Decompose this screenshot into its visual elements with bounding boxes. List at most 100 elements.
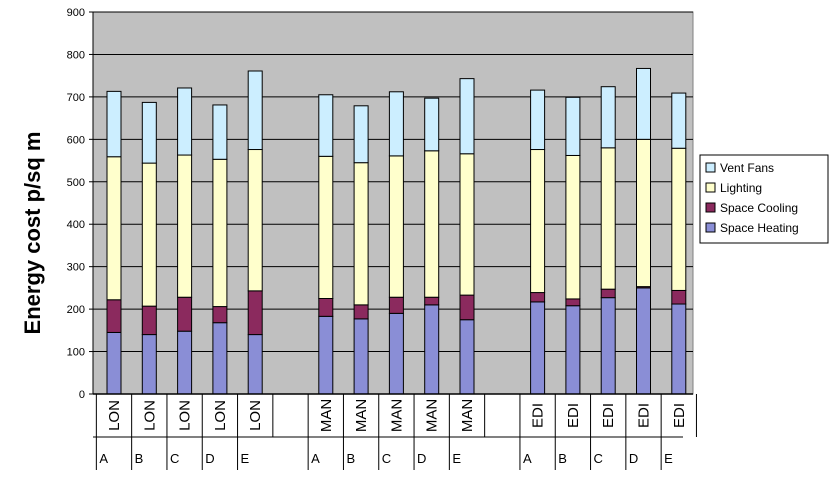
y-tick-label: 600 [67,134,85,146]
category-city-label: LON [106,400,123,431]
bar-segment [177,154,193,298]
bar-segment [565,305,581,395]
y-axis-label: Energy cost p/sq m [20,132,45,335]
category-letter-label: D [629,451,638,466]
bar-segment [565,298,581,307]
category-city-label: EDI [600,403,617,428]
category-letter-label: B [558,451,567,466]
bar-segment [177,330,193,395]
bar-segment [530,292,546,303]
y-tick-label: 700 [67,92,85,104]
category-letter-label: B [346,451,355,466]
bar-segment [247,334,263,395]
bar-segment [388,296,404,314]
legend-box [699,154,829,244]
bar-stack [565,96,581,395]
category-city-label: MAN [353,399,370,432]
legend-swatch [705,182,716,193]
bar-stack [636,67,651,395]
bar-segment [636,287,651,395]
bar-segment [318,94,334,157]
bar-stack [106,90,122,395]
category-city-label: EDI [530,403,547,428]
category-city-label: EDI [565,403,582,428]
category-city-label: MAN [424,399,441,432]
category-letter-label: A [311,451,320,466]
category-city-label: LON [141,400,158,431]
bar-segment [247,70,263,151]
legend-swatch [705,162,716,173]
x-axis-table: LON A LON B LON C LON D LON E MAN A MAN B MAN C MAN D MAN E… [93,393,697,470]
bar-stack [388,91,404,395]
y-tick-label: 900 [67,7,85,19]
bar-segment [530,301,546,395]
y-tick-label: 100 [67,347,85,359]
bar-stack [212,104,228,395]
bar-stack [530,89,546,395]
category-letter-label: C [170,451,179,466]
bar-segment [318,155,334,299]
bar-segment [247,290,263,336]
legend-label: Space Cooling [720,201,798,215]
bar-stack [141,101,157,395]
bar-segment [106,331,122,395]
bar-segment [388,155,404,298]
category-city-label: LON [212,400,229,431]
bar-segment [318,298,334,317]
legend-label: Space Heating [720,221,799,235]
y-axis: 0 100 200 300 400 500 600 700 800 900 [67,7,94,401]
bar-stack [671,92,687,395]
y-tick-label: 0 [79,389,85,401]
bar-segment [530,89,546,151]
bar-segment [424,296,440,306]
bar-segment [212,104,228,160]
bar-segment [600,86,616,149]
bar-segment [177,296,193,332]
bar-segment [424,150,440,298]
bar-segment [353,304,369,320]
bar-segment [636,138,651,288]
category-letter-label: C [382,451,391,466]
category-city-label: MAN [388,399,405,432]
category-letter-label: D [417,451,426,466]
y-tick-label: 400 [67,219,85,231]
legend: Vent Fans Lighting Space Cooling Space Heat… [699,154,829,244]
bar-segment [671,147,687,291]
bar-segment [459,153,475,296]
category-city-label: MAN [459,399,476,432]
bar-segment [671,289,687,305]
category-letter-label: E [664,451,673,466]
legend-swatch [705,222,716,233]
bar-segment [636,67,651,140]
bar-segment [530,149,546,294]
y-tick-label: 500 [67,177,85,189]
bar-segment [141,334,157,395]
legend-swatch [705,202,716,213]
bar-stack [424,97,440,395]
bar-segment [459,78,475,155]
bar-segment [353,318,369,395]
bar-segment [318,315,334,395]
bar-segment [177,87,193,156]
bar-stack [318,94,334,395]
category-letter-label: A [523,451,532,466]
category-city-label: EDI [671,403,688,428]
category-letter-label: E [241,451,250,466]
bar-segment [424,97,440,152]
bar-segment [600,147,616,290]
bar-segment [106,90,122,158]
category-letter-label: B [135,451,144,466]
bar-segment [671,92,687,149]
bar-segment [106,299,122,333]
bar-segment [106,156,122,301]
bar-segment [459,294,475,321]
bar-segment [388,312,404,395]
bar-segment [388,91,404,157]
bar-segment [424,304,440,395]
legend-label: Lighting [720,181,762,195]
bar-segment [353,105,369,164]
y-tick-label: 300 [67,262,85,274]
y-tick-label: 800 [67,49,85,61]
